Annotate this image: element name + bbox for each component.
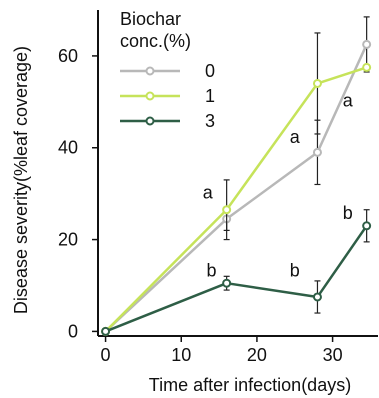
- x-axis-label: Time after infection(days): [149, 375, 351, 395]
- legend-label: 0: [205, 61, 215, 81]
- y-tick-label: 0: [68, 321, 78, 341]
- y-axis-label: Disease severity(%leaf coverage): [11, 46, 31, 314]
- data-point: [312, 78, 322, 88]
- legend-swatch-marker: [145, 116, 155, 126]
- x-tick-label: 10: [171, 345, 191, 365]
- legend-entry-0: 0: [120, 61, 215, 81]
- x-tick-label: 20: [247, 345, 267, 365]
- data-point: [362, 39, 372, 49]
- legend-entry-1: 1: [120, 86, 215, 106]
- data-point: [312, 292, 322, 302]
- legend-entry-3: 3: [120, 111, 215, 131]
- legend-label: 3: [205, 111, 215, 131]
- legend-label: 1: [205, 86, 215, 106]
- series-line-0: [104, 43, 368, 333]
- significance-label: a: [290, 127, 301, 147]
- significance-label: a: [343, 90, 354, 110]
- legend-title: Biochar conc.(%): [120, 9, 191, 51]
- series-3: [101, 209, 372, 336]
- significance-label: b: [207, 260, 217, 280]
- data-point: [101, 326, 111, 336]
- series-line-1: [104, 66, 368, 333]
- data-point: [222, 278, 232, 288]
- x-tick-label: 0: [101, 345, 111, 365]
- y-tick-label: 40: [58, 138, 78, 158]
- data-point: [362, 62, 372, 72]
- significance-label: b: [343, 203, 353, 223]
- legend-title-line: conc.(%): [120, 31, 191, 51]
- legend-title-line: Biochar: [120, 9, 181, 29]
- significance-label: a: [203, 182, 214, 202]
- data-point: [362, 221, 372, 231]
- legend-swatch-marker: [145, 66, 155, 76]
- y-tick-label: 60: [58, 46, 78, 66]
- legend-swatch-marker: [145, 91, 155, 101]
- series-1: [101, 32, 372, 336]
- annotation-layer: a a a b b b: [203, 90, 354, 280]
- data-point: [222, 205, 232, 215]
- y-tick-label: 20: [58, 230, 78, 250]
- series-line-3: [105, 225, 368, 333]
- significance-label: b: [290, 260, 300, 280]
- data-point: [312, 147, 322, 157]
- series-layer: [101, 16, 372, 336]
- series-0: [101, 16, 372, 336]
- legend: Biochar conc.(%) 0 1 3: [120, 9, 215, 131]
- x-tick-label: 30: [323, 345, 343, 365]
